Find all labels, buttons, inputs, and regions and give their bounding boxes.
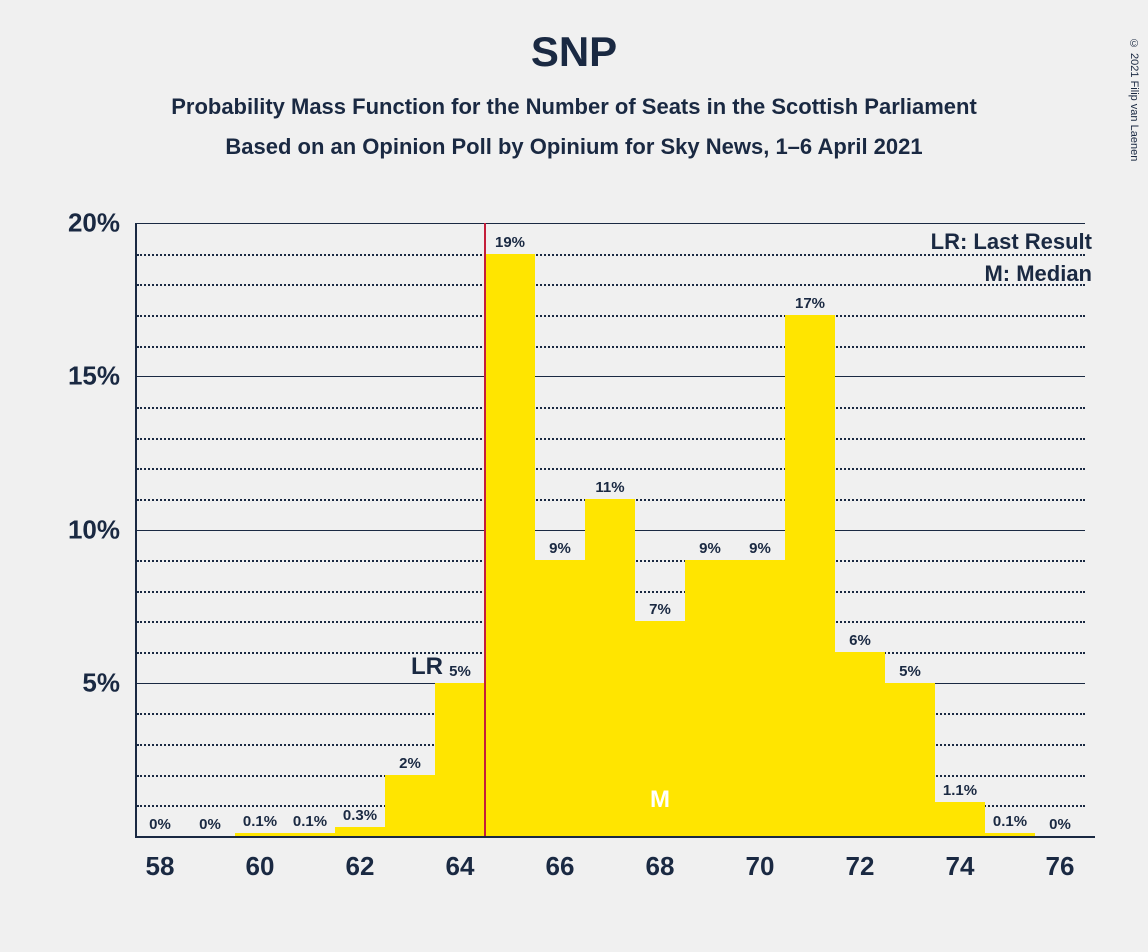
x-tick-label: 70 xyxy=(746,851,775,882)
y-tick-label: 15% xyxy=(68,361,120,392)
bar xyxy=(585,499,635,836)
bar-value-label: 11% xyxy=(595,479,624,496)
gridline xyxy=(137,315,1085,317)
y-tick-label: 20% xyxy=(68,208,120,239)
gridline xyxy=(137,376,1085,377)
y-tick-label: 10% xyxy=(68,514,120,545)
y-tick-label: 5% xyxy=(82,667,120,698)
bar-value-label: 0% xyxy=(199,816,221,833)
last-result-line xyxy=(484,223,486,836)
x-tick-label: 68 xyxy=(646,851,675,882)
bar xyxy=(735,560,785,836)
bar xyxy=(235,833,285,836)
gridline xyxy=(137,223,1085,224)
bar-value-label: 17% xyxy=(795,295,825,312)
bar-value-label: 0% xyxy=(1049,816,1071,833)
bar xyxy=(285,833,335,836)
chart-container: 5%10%15%20% 58606264666870727476 0%0%0.1… xyxy=(60,223,1100,923)
copyright-text: © 2021 Filip van Laenen xyxy=(1128,38,1140,161)
gridline xyxy=(137,407,1085,409)
bar-value-label: 5% xyxy=(899,663,921,680)
chart-subtitle-1: Probability Mass Function for the Number… xyxy=(0,94,1148,120)
x-tick-label: 66 xyxy=(546,851,575,882)
chart-title: SNP xyxy=(0,28,1148,76)
x-tick-label: 60 xyxy=(246,851,275,882)
bar-value-label: 0.1% xyxy=(993,813,1027,830)
last-result-label: LR xyxy=(411,653,443,681)
gridline xyxy=(137,346,1085,348)
x-tick-label: 72 xyxy=(846,851,875,882)
bar-value-label: 9% xyxy=(549,540,571,557)
bar-value-label: 9% xyxy=(749,540,771,557)
bar-value-label: 7% xyxy=(649,601,671,618)
bar-value-label: 2% xyxy=(399,755,421,772)
bar xyxy=(835,652,885,836)
bar xyxy=(985,833,1035,836)
bar-value-label: 0% xyxy=(149,816,171,833)
bar xyxy=(385,775,435,836)
chart-subtitle-2: Based on an Opinion Poll by Opinium for … xyxy=(0,134,1148,160)
bar xyxy=(685,560,735,836)
bar xyxy=(935,802,985,836)
bar xyxy=(335,827,385,836)
x-axis xyxy=(135,836,1095,838)
gridline xyxy=(137,284,1085,286)
x-tick-label: 62 xyxy=(346,851,375,882)
bar-value-label: 6% xyxy=(849,632,871,649)
x-tick-label: 58 xyxy=(146,851,175,882)
legend-m: M: Median xyxy=(984,261,1092,287)
bar-value-label: 5% xyxy=(449,663,471,680)
x-tick-label: 76 xyxy=(1046,851,1075,882)
gridline xyxy=(137,468,1085,470)
bar-value-label: 0.1% xyxy=(243,813,277,830)
gridline xyxy=(137,438,1085,440)
x-tick-label: 74 xyxy=(946,851,975,882)
bar xyxy=(885,683,935,836)
x-tick-label: 64 xyxy=(446,851,475,882)
bar-value-label: 1.1% xyxy=(943,782,977,799)
bar xyxy=(535,560,585,836)
bar xyxy=(485,254,535,836)
median-label: M xyxy=(650,786,670,814)
bar-value-label: 0.1% xyxy=(293,813,327,830)
bar-value-label: 9% xyxy=(699,540,721,557)
bar xyxy=(435,683,485,836)
bar xyxy=(785,315,835,836)
bar-value-label: 19% xyxy=(495,234,525,251)
bar-value-label: 0.3% xyxy=(343,807,377,824)
legend-lr: LR: Last Result xyxy=(931,229,1092,255)
